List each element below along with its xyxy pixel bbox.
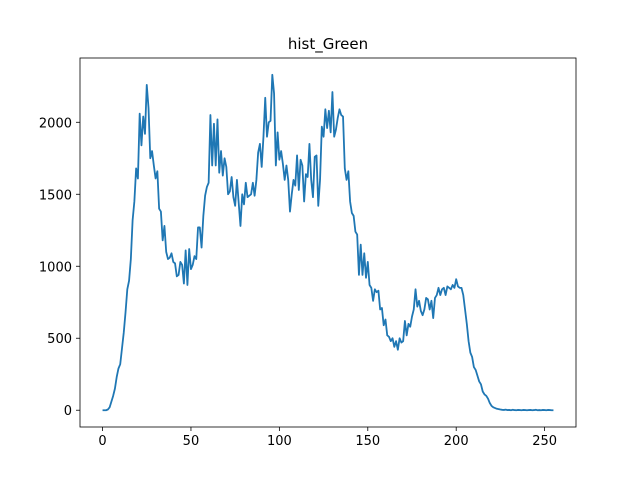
x-tick-label: 200	[444, 434, 469, 449]
x-tick-label: 100	[267, 434, 292, 449]
x-tick-label: 50	[183, 434, 200, 449]
y-tick-label: 2000	[39, 116, 72, 131]
x-tick-label: 150	[355, 434, 380, 449]
x-tick-label: 250	[532, 434, 557, 449]
plot-frame	[79, 57, 577, 428]
y-tick-label: 0	[64, 404, 72, 419]
chart-title: hist_Green	[288, 35, 368, 54]
y-tick-label: 1000	[39, 260, 72, 275]
y-tick-label: 500	[47, 332, 72, 347]
x-tick-label: 0	[98, 434, 106, 449]
y-tick-label: 1500	[39, 188, 72, 203]
data-line	[102, 73, 554, 412]
